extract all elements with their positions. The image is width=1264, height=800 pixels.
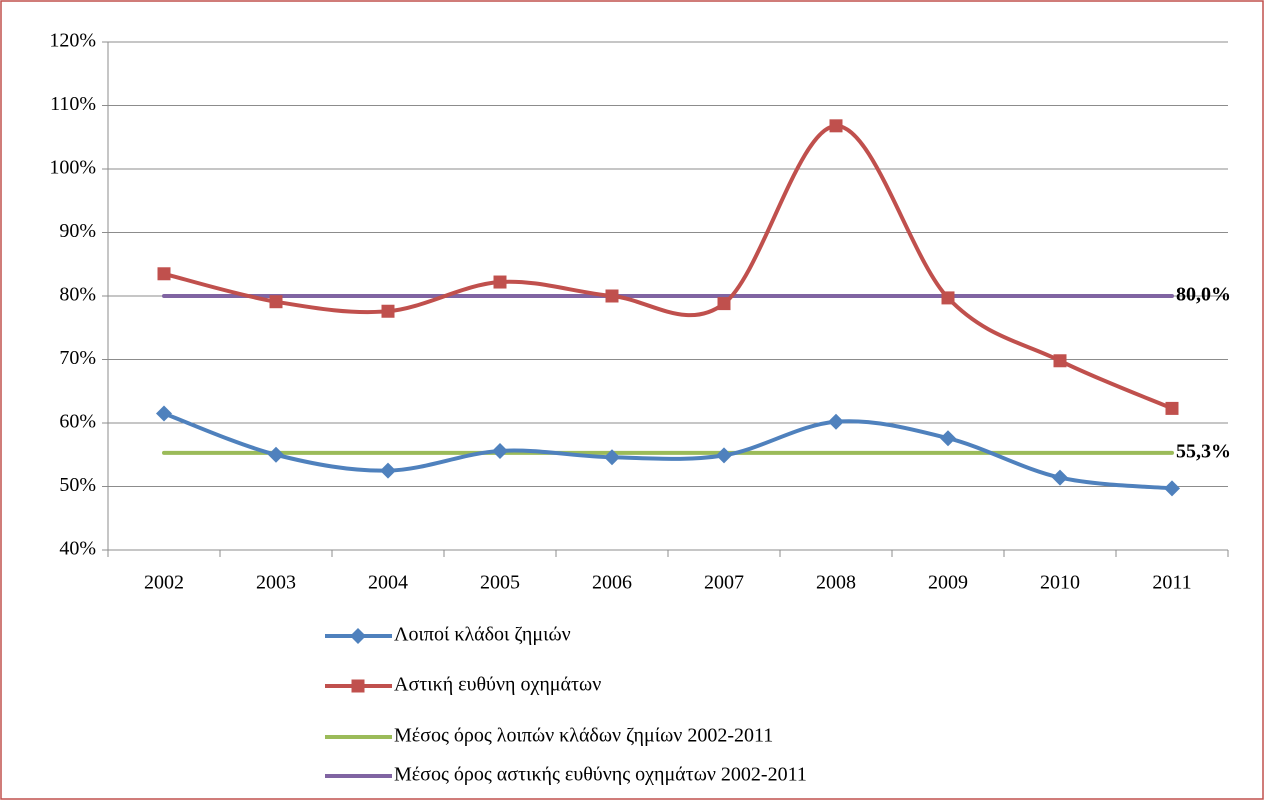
marker bbox=[1164, 480, 1180, 497]
x-tick-label: 2009 bbox=[928, 572, 968, 594]
marker bbox=[604, 449, 620, 466]
y-tick-label: 90% bbox=[59, 220, 96, 242]
legend-label: Λοιποί κλάδοι ζημιών bbox=[394, 624, 571, 646]
x-tick-label: 2008 bbox=[816, 572, 856, 594]
legend-label: Μέσος όρος λοιπών κλάδων ζημίων 2002-201… bbox=[394, 725, 773, 747]
x-tick-label: 2011 bbox=[1152, 572, 1191, 594]
marker bbox=[268, 446, 284, 463]
y-tick-label: 50% bbox=[59, 474, 96, 496]
y-tick-label: 80% bbox=[59, 284, 96, 306]
legend-label: Μέσος όρος αστικής ευθύνης οχημάτων 2002… bbox=[394, 764, 807, 786]
y-tick-label: 70% bbox=[59, 347, 96, 369]
marker bbox=[350, 628, 366, 644]
marker bbox=[716, 447, 732, 464]
marker bbox=[829, 119, 843, 133]
marker bbox=[605, 289, 619, 303]
marker bbox=[1052, 469, 1068, 486]
x-tick-label: 2007 bbox=[704, 572, 744, 594]
x-tick-label: 2003 bbox=[256, 572, 296, 594]
value-label: 80,0% bbox=[1176, 284, 1231, 306]
x-tick-label: 2010 bbox=[1040, 572, 1080, 594]
x-tick-label: 2004 bbox=[368, 572, 408, 594]
y-tick-label: 40% bbox=[59, 538, 96, 560]
value-label: 55,3% bbox=[1176, 440, 1231, 462]
marker bbox=[717, 297, 731, 311]
y-tick-label: 110% bbox=[50, 93, 96, 115]
marker bbox=[940, 430, 956, 447]
y-tick-label: 120% bbox=[49, 30, 96, 52]
marker bbox=[1053, 354, 1067, 368]
x-tick-label: 2006 bbox=[592, 572, 632, 594]
y-tick-label: 60% bbox=[59, 411, 96, 433]
marker bbox=[157, 267, 171, 281]
marker bbox=[941, 291, 955, 305]
y-tick-label: 100% bbox=[49, 157, 96, 179]
marker bbox=[380, 462, 396, 479]
x-tick-label: 2005 bbox=[480, 572, 520, 594]
x-tick-label: 2002 bbox=[144, 572, 184, 594]
marker bbox=[381, 304, 395, 318]
marker bbox=[493, 275, 507, 289]
legend-label: Αστική ευθύνη οχημάτων bbox=[394, 674, 601, 696]
marker bbox=[156, 405, 172, 422]
marker bbox=[351, 679, 365, 693]
marker bbox=[269, 295, 283, 309]
marker bbox=[828, 413, 844, 430]
marker bbox=[492, 442, 508, 459]
marker bbox=[1165, 401, 1179, 415]
series-line bbox=[162, 411, 1174, 491]
